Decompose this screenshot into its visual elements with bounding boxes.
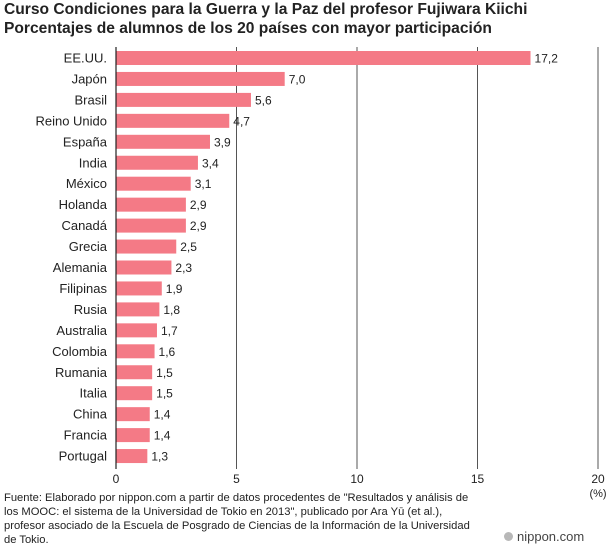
value-label: 17,2 (535, 52, 559, 66)
category-label: Portugal (59, 449, 108, 464)
bar (116, 92, 251, 107)
category-label: Italia (80, 386, 108, 401)
bar (116, 260, 172, 275)
category-label: Reino Unido (35, 113, 107, 128)
x-tick-label: 5 (233, 472, 240, 486)
nippon-logo-text: nippon.com (517, 529, 585, 544)
bar (116, 51, 531, 65)
x-tick-label: 20 (591, 472, 605, 486)
value-label: 1,5 (156, 387, 173, 401)
value-label: 1,4 (154, 429, 171, 443)
bar (116, 155, 198, 170)
value-label: 1,8 (163, 303, 180, 317)
bar (116, 281, 162, 296)
bar (116, 302, 160, 317)
bar (116, 365, 153, 380)
bar (116, 239, 177, 254)
category-label: España (63, 134, 108, 149)
value-label: 2,5 (180, 240, 197, 254)
category-label: Holanda (59, 197, 108, 212)
value-label: 3,9 (214, 135, 231, 149)
value-label: 1,4 (154, 408, 171, 422)
category-label: Brasil (74, 92, 107, 107)
value-label: 2,9 (190, 219, 207, 233)
value-label: 3,1 (195, 177, 212, 191)
bar (116, 134, 210, 149)
source-note: Fuente: Elaborado por nippon.com a parti… (4, 492, 470, 546)
category-label: EE.UU. (64, 51, 107, 66)
bar (116, 344, 155, 359)
bar (116, 197, 186, 212)
value-label: 1,6 (159, 345, 176, 359)
value-label: 4,7 (233, 114, 250, 128)
x-tick-label: 10 (350, 472, 364, 486)
chart-title-line-2: Porcentajes de alumnos de los 20 países … (4, 20, 492, 37)
value-label: 1,5 (156, 366, 173, 380)
category-label: México (66, 176, 107, 191)
value-label: 1,9 (166, 282, 183, 296)
nippon-logo: nippon.com (504, 529, 584, 544)
bar (116, 323, 157, 338)
category-label: Japón (72, 71, 107, 86)
value-label: 2,9 (190, 198, 207, 212)
category-label: Francia (64, 428, 108, 443)
chart-title-line-1: Curso Condiciones para la Guerra y la Pa… (4, 1, 528, 18)
bar (116, 176, 191, 191)
bar (116, 113, 230, 128)
category-label: Australia (56, 323, 107, 338)
category-label: Rumania (55, 365, 108, 380)
category-label: China (73, 407, 108, 422)
value-label: 1,7 (161, 324, 178, 338)
category-label: Filipinas (59, 281, 107, 296)
x-unit-label: (%) (589, 488, 606, 500)
category-label: Colombia (52, 344, 108, 359)
category-label: India (79, 155, 108, 170)
x-tick-label: 0 (113, 472, 120, 486)
value-label: 5,6 (255, 93, 272, 107)
chart-title: Curso Condiciones para la Guerra y la Pa… (4, 0, 608, 38)
category-label: Grecia (69, 239, 108, 254)
value-label: 1,3 (151, 450, 168, 464)
bar (116, 71, 285, 86)
bar (116, 218, 186, 233)
x-tick-label: 15 (471, 472, 485, 486)
value-label: 2,3 (175, 261, 192, 275)
category-label: Rusia (74, 302, 108, 317)
bar (116, 386, 153, 401)
nippon-dot-icon (504, 532, 513, 541)
category-label: Canadá (61, 218, 107, 233)
bar (116, 428, 150, 443)
value-label: 3,4 (202, 156, 219, 170)
category-label: Alemania (53, 260, 108, 275)
value-label: 7,0 (289, 72, 306, 86)
bar (116, 449, 148, 464)
bar (116, 407, 150, 422)
